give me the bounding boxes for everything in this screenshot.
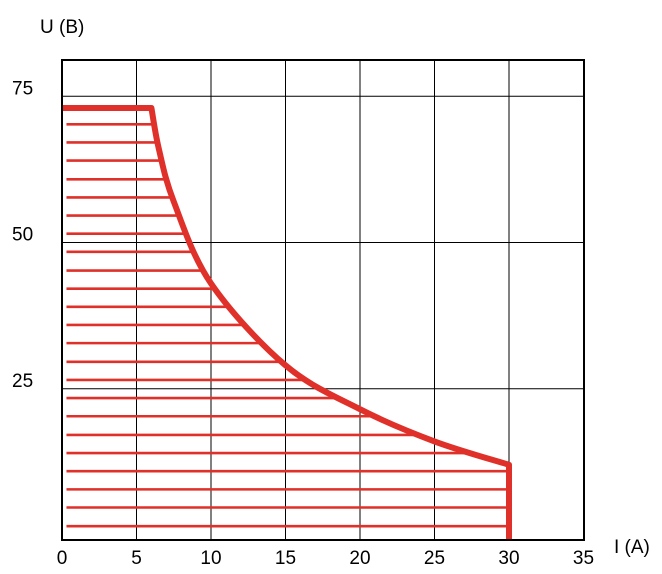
hatch-fill xyxy=(66,123,507,528)
x-tick-label: 15 xyxy=(275,548,296,569)
x-tick-label: 25 xyxy=(424,548,445,569)
grid xyxy=(62,60,584,540)
y-tick-label: 50 xyxy=(12,225,33,246)
curve xyxy=(62,104,512,540)
x-tick-label: 5 xyxy=(131,548,142,569)
x-tick-label: 10 xyxy=(200,548,221,569)
x-tick-labels: 0 5 10 15 20 25 30 35 xyxy=(57,548,594,569)
boundary-curve xyxy=(62,104,512,540)
plot-frame xyxy=(61,59,585,541)
x-tick-label: 20 xyxy=(349,548,370,569)
y-tick-labels: 25 50 75 xyxy=(12,78,33,392)
x-tick-label: 30 xyxy=(498,548,519,569)
x-axis-label: I (A) xyxy=(614,537,650,558)
x-tick-label: 35 xyxy=(573,548,594,569)
y-tick-label: 75 xyxy=(12,78,33,99)
x-tick-label: 0 xyxy=(57,548,68,569)
y-tick-label: 25 xyxy=(12,371,33,392)
y-axis-label: U (B) xyxy=(40,17,84,38)
